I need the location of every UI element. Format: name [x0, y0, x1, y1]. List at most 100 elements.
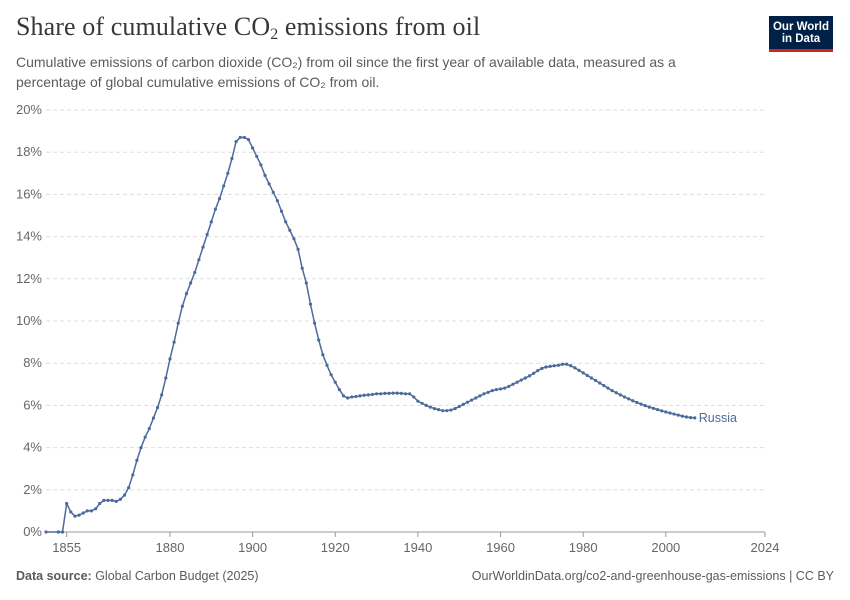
data-point[interactable] — [267, 182, 271, 186]
data-point[interactable] — [618, 393, 622, 397]
data-point[interactable] — [412, 395, 416, 399]
data-point[interactable] — [98, 501, 102, 506]
data-point[interactable] — [205, 232, 209, 237]
data-point[interactable] — [610, 389, 614, 393]
data-point[interactable] — [606, 386, 610, 390]
data-point[interactable] — [308, 302, 313, 306]
data-point[interactable] — [465, 400, 470, 404]
data-point[interactable] — [672, 412, 676, 416]
data-point[interactable] — [370, 392, 375, 397]
data-point[interactable] — [222, 184, 226, 188]
data-point[interactable] — [647, 405, 651, 409]
data-point[interactable] — [226, 171, 230, 175]
data-point[interactable] — [292, 237, 296, 241]
data-point[interactable] — [160, 393, 164, 397]
data-point[interactable] — [279, 209, 284, 213]
data-point[interactable] — [234, 140, 238, 144]
data-point[interactable] — [573, 366, 577, 370]
data-point[interactable] — [374, 392, 379, 396]
data-point[interactable] — [494, 387, 499, 392]
data-point[interactable] — [341, 394, 346, 398]
data-point[interactable] — [354, 394, 358, 399]
data-point[interactable] — [213, 207, 218, 211]
data-point[interactable] — [622, 395, 627, 399]
data-point[interactable] — [693, 416, 697, 420]
data-point[interactable] — [453, 406, 457, 411]
data-point[interactable] — [131, 473, 135, 477]
data-point[interactable] — [503, 386, 507, 390]
data-point[interactable] — [60, 530, 65, 534]
data-point[interactable] — [408, 392, 412, 396]
data-point[interactable] — [56, 530, 60, 534]
data-point[interactable] — [399, 391, 403, 395]
data-point[interactable] — [403, 392, 408, 396]
data-point[interactable] — [428, 405, 432, 409]
data-point[interactable] — [362, 393, 366, 397]
data-point[interactable] — [519, 378, 523, 382]
data-point[interactable] — [114, 499, 118, 504]
data-point[interactable] — [527, 374, 532, 378]
data-point[interactable] — [172, 340, 176, 344]
data-point[interactable] — [180, 304, 184, 308]
data-point[interactable] — [536, 368, 540, 373]
data-point[interactable] — [201, 245, 205, 249]
data-point[interactable] — [217, 197, 222, 201]
data-point[interactable] — [391, 391, 395, 395]
data-point[interactable] — [689, 416, 693, 420]
data-point[interactable] — [81, 511, 85, 515]
data-point[interactable] — [89, 509, 94, 513]
data-point[interactable] — [184, 291, 189, 296]
data-point[interactable] — [296, 247, 300, 251]
data-point[interactable] — [65, 501, 69, 506]
data-point[interactable] — [122, 493, 127, 497]
owid-logo[interactable]: Our World in Data — [769, 16, 833, 52]
data-point[interactable] — [598, 381, 602, 385]
data-point[interactable] — [441, 409, 445, 413]
data-point[interactable] — [643, 404, 647, 408]
data-point[interactable] — [69, 510, 73, 514]
data-point[interactable] — [498, 387, 503, 391]
data-point[interactable] — [366, 393, 370, 397]
data-point[interactable] — [176, 321, 180, 325]
data-point[interactable] — [383, 391, 387, 395]
data-point[interactable] — [676, 413, 680, 417]
data-point[interactable] — [73, 514, 77, 518]
data-point[interactable] — [565, 362, 569, 366]
data-point[interactable] — [300, 266, 304, 270]
data-point[interactable] — [507, 384, 511, 389]
data-point[interactable] — [242, 135, 246, 140]
data-point[interactable] — [189, 281, 193, 285]
data-point[interactable] — [581, 371, 585, 375]
data-point[interactable] — [110, 498, 114, 502]
data-point[interactable] — [143, 435, 147, 439]
data-point[interactable] — [664, 410, 668, 414]
data-point[interactable] — [627, 397, 631, 401]
data-point[interactable] — [164, 376, 168, 380]
data-point[interactable] — [523, 376, 527, 380]
data-point[interactable] — [317, 338, 321, 342]
data-point[interactable] — [325, 363, 329, 367]
data-point[interactable] — [127, 486, 131, 490]
data-point[interactable] — [445, 409, 449, 413]
data-point[interactable] — [589, 376, 594, 380]
data-point[interactable] — [106, 498, 110, 502]
data-point[interactable] — [288, 228, 292, 232]
data-point[interactable] — [102, 498, 106, 502]
data-point[interactable] — [350, 395, 354, 399]
data-point[interactable] — [424, 403, 428, 407]
data-point[interactable] — [556, 363, 560, 367]
data-point[interactable] — [251, 146, 255, 150]
data-point[interactable] — [246, 137, 251, 142]
data-point[interactable] — [461, 402, 465, 406]
data-point[interactable] — [304, 281, 308, 285]
data-point[interactable] — [259, 163, 263, 167]
data-point[interactable] — [511, 382, 515, 386]
data-point[interactable] — [230, 156, 234, 161]
data-point[interactable] — [651, 406, 656, 410]
data-point[interactable] — [585, 373, 589, 378]
data-point[interactable] — [540, 366, 544, 371]
data-point[interactable] — [379, 392, 383, 396]
data-point[interactable] — [346, 396, 350, 400]
data-point[interactable] — [85, 509, 89, 513]
